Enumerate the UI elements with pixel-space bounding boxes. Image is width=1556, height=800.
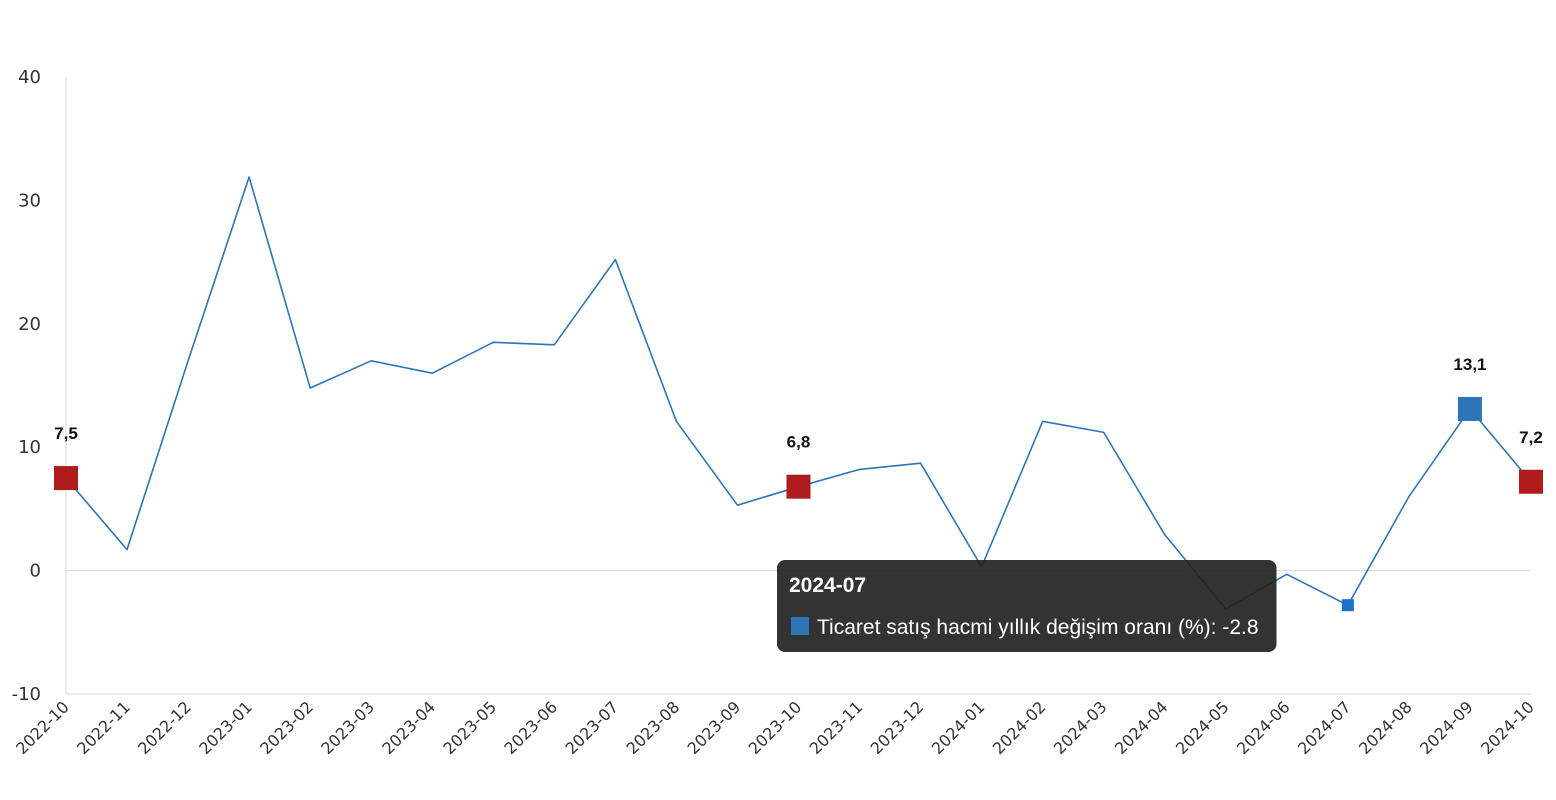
x-tick-label: 2022-12 (134, 697, 195, 758)
data-label: 6,8 (787, 433, 811, 452)
x-tick-label: 2022-11 (73, 697, 134, 758)
y-tick-label: 20 (18, 314, 41, 335)
series-line (65, 176, 1532, 610)
y-tick-label: -10 (12, 684, 41, 705)
x-tick-label: 2024-01 (928, 697, 989, 758)
x-tick-label: 2024-04 (1111, 697, 1172, 758)
y-tick-label: 0 (30, 561, 41, 582)
x-tick-label: 2023-08 (623, 697, 684, 758)
tooltip-title: 2024-07 (789, 574, 866, 597)
x-tick-label: 2024-09 (1416, 697, 1477, 758)
x-tick-label: 2024-10 (1477, 697, 1538, 758)
y-tick-label: 10 (18, 437, 41, 458)
x-tick-label: 2024-07 (1294, 697, 1355, 758)
x-tick-label: 2023-04 (378, 697, 439, 758)
x-tick-label: 2023-07 (561, 697, 622, 758)
x-tick-label: 2024-08 (1355, 697, 1416, 758)
x-tick-label: 2024-05 (1172, 697, 1233, 758)
markers-group (54, 396, 1543, 612)
x-tick-label: 2023-09 (684, 697, 745, 758)
x-tick-label: 2023-06 (500, 697, 561, 758)
data-point-marker (1519, 469, 1543, 494)
x-tick-label: 2023-05 (439, 697, 500, 758)
tooltip-box (777, 560, 1277, 652)
x-tick-label: 2022-10 (12, 697, 73, 758)
y-axis-ticks: -10 0 10 20 30 40 (12, 67, 41, 705)
tooltip: 2024-07 Ticaret satış hacmi yıllık değiş… (777, 560, 1277, 652)
data-label: 7,2 (1519, 428, 1543, 447)
x-tick-label: 2023-02 (256, 697, 317, 758)
data-point-marker (786, 474, 811, 499)
x-tick-label: 2024-02 (989, 697, 1050, 758)
y-tick-label: 40 (18, 67, 41, 88)
x-tick-label: 2023-12 (867, 697, 928, 758)
tooltip-text: Ticaret satış hacmi yıllık değişim oranı… (817, 616, 1259, 639)
data-label: 7,5 (54, 424, 78, 443)
series-group (65, 176, 1532, 610)
x-tick-label: 2024-03 (1050, 697, 1111, 758)
x-axis-ticks: 2022-10 2022-11 2022-12 2023-01 2023-02 2023-… (12, 697, 1538, 758)
data-label: 13,1 (1453, 355, 1486, 374)
x-tick-label: 2023-01 (195, 697, 256, 758)
x-tick-label: 2024-06 (1233, 697, 1294, 758)
x-tick-label: 2023-03 (317, 697, 378, 758)
data-point-marker (1457, 396, 1482, 421)
x-tick-label: 2023-10 (745, 697, 806, 758)
data-labels-group: 7,5 6,8 13,1 7,2 (54, 355, 1543, 452)
data-point-marker (54, 466, 78, 491)
x-tick-label: 2023-11 (806, 697, 867, 758)
y-tick-label: 30 (18, 190, 41, 211)
hover-marker (1341, 599, 1354, 612)
tooltip-swatch (791, 617, 809, 635)
